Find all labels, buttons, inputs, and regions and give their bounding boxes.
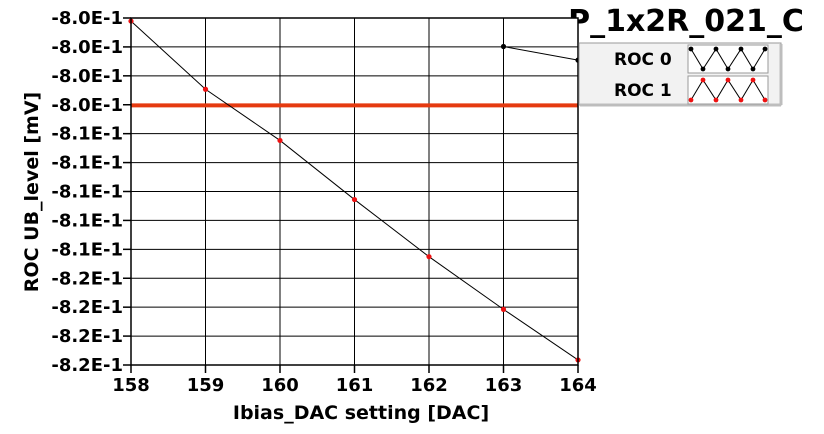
legend-marker-roc0 — [725, 66, 731, 72]
legend-marker-roc1 — [738, 97, 744, 103]
y-tick-label: -8.1E-1 — [51, 153, 123, 174]
y-tick-label: -8.1E-1 — [51, 182, 123, 203]
legend-marker-roc1 — [762, 97, 768, 103]
legend-marker-roc0 — [762, 46, 768, 52]
x-tick-label: 158 — [112, 375, 150, 396]
legend-label-roc0: ROC 0 — [614, 50, 672, 70]
y-tick-label: -8.1E-1 — [51, 239, 123, 260]
y-tick-label: -8.2E-1 — [51, 268, 123, 289]
legend-glyphs — [688, 46, 768, 103]
data-point-roc1 — [277, 137, 283, 144]
y-tick-label: -8.1E-1 — [51, 124, 123, 145]
series-line-roc0 — [503, 46, 579, 61]
data-point-roc1 — [500, 306, 507, 312]
legend-label-roc1: ROC 1 — [614, 81, 672, 101]
y-axis-label: ROC UB_level [mV] — [21, 92, 43, 292]
legend-marker-roc1 — [688, 97, 694, 103]
x-tick-label: 162 — [410, 375, 448, 396]
x-tick-label: 164 — [559, 375, 597, 396]
legend-marker-roc1 — [713, 97, 719, 103]
legend-marker-roc1 — [700, 77, 706, 83]
y-tick-label: -8.2E-1 — [51, 355, 123, 376]
data-point-roc0 — [500, 43, 507, 50]
y-tick-label: -8.0E-1 — [51, 95, 123, 116]
legend-marker-roc0 — [750, 66, 756, 72]
legend-marker-roc0 — [713, 46, 719, 52]
x-tick-label: 161 — [336, 375, 374, 396]
legend-marker-roc0 — [688, 46, 694, 52]
x-axis-label: Ibias_DAC setting [DAC] — [233, 402, 489, 424]
y-tick-label: -8.2E-1 — [51, 326, 123, 347]
x-tick-label: 160 — [261, 375, 299, 396]
legend-marker-roc1 — [750, 77, 756, 83]
x-tick-label: 159 — [187, 375, 225, 396]
y-tick-label: -8.0E-1 — [51, 66, 123, 87]
chart-title: P_1x2R_021_C — [568, 4, 804, 39]
y-tick-label: -8.0E-1 — [51, 37, 123, 58]
y-tick-label: -8.2E-1 — [51, 297, 123, 318]
legend: ROC 0 ROC 1 — [578, 42, 783, 107]
y-axis-ticks: -8.0E-1 -8.0E-1 -8.0E-1 -8.0E-1 -8.1E-1 -8.1E… — [51, 8, 131, 376]
series-group — [128, 18, 581, 363]
x-axis-ticks: 158 159 160 161 162 163 164 — [112, 365, 597, 396]
y-tick-label: -8.1E-1 — [51, 210, 123, 231]
legend-marker-roc0 — [738, 46, 744, 52]
legend-marker-roc1 — [725, 77, 731, 83]
legend-marker-roc0 — [700, 66, 706, 72]
data-point-roc1 — [202, 86, 209, 92]
y-tick-label: -8.0E-1 — [51, 8, 123, 29]
data-point-roc1 — [351, 196, 358, 203]
data-point-roc1 — [426, 254, 432, 260]
x-tick-label: 163 — [485, 375, 523, 396]
